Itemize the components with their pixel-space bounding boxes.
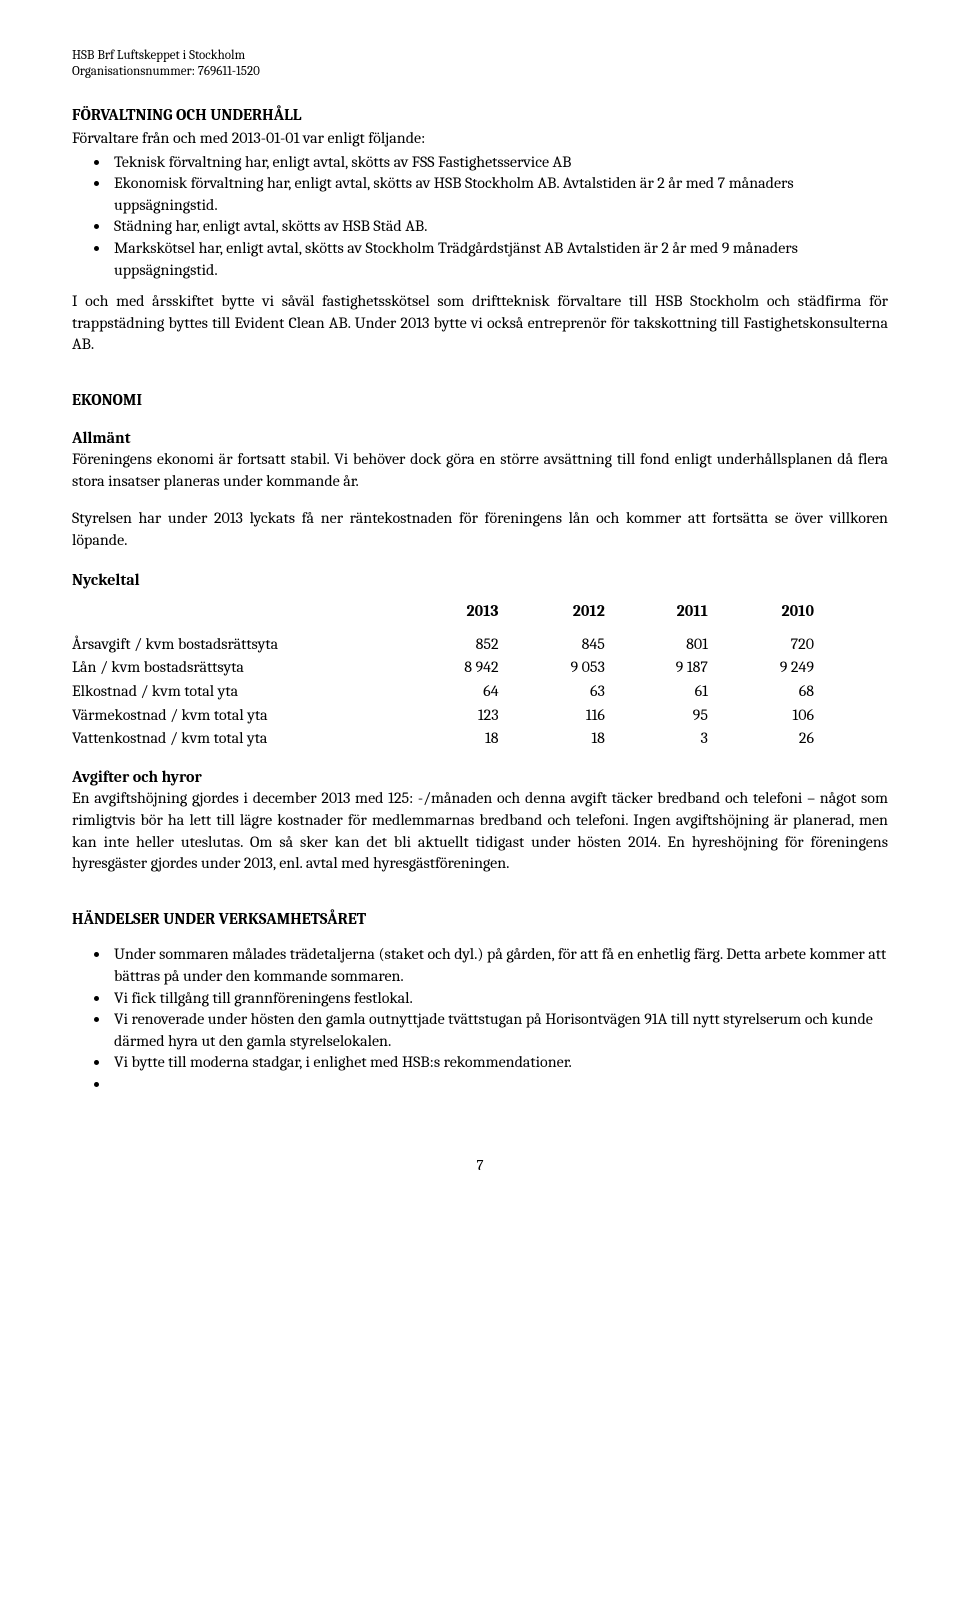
table-row: Årsavgift / kvm bostadsrättsyta 852 845 … (72, 633, 832, 657)
subheading-allmant: Allmänt (72, 428, 888, 450)
nyckeltal-table: 2013 2012 2011 2010 Årsavgift / kvm bost… (72, 597, 832, 751)
list-item: Under sommaren målades trädetaljerna (st… (110, 944, 888, 987)
cell: 8 942 (410, 656, 516, 680)
table-row: Elkostnad / kvm total yta 64 63 61 68 (72, 680, 832, 704)
table-header-year: 2011 (623, 597, 726, 633)
table-header-year: 2013 (410, 597, 516, 633)
avgifter-paragraph: En avgiftshöjning gjordes i december 201… (72, 788, 888, 874)
cell: 9 187 (623, 656, 726, 680)
list-item: Vi bytte till moderna stadgar, i enlighe… (110, 1052, 888, 1074)
table-row: Vattenkostnad / kvm total yta 18 18 3 26 (72, 727, 832, 751)
cell: 116 (517, 704, 623, 728)
cell: 18 (517, 727, 623, 751)
subheading-avgifter: Avgifter och hyror (72, 767, 888, 789)
forvaltning-paragraph: I och med årsskiftet bytte vi såväl fast… (72, 291, 888, 356)
list-item: Markskötsel har, enligt avtal, skötts av… (110, 238, 888, 281)
table-row: Lån / kvm bostadsrättsyta 8 942 9 053 9 … (72, 656, 832, 680)
cell: 3 (623, 727, 726, 751)
cell: 801 (623, 633, 726, 657)
cell: 123 (410, 704, 516, 728)
forvaltning-intro: Förvaltare från och med 2013-01-01 var e… (72, 128, 888, 150)
subheading-nyckeltal: Nyckeltal (72, 570, 888, 592)
list-item: Teknisk förvaltning har, enligt avtal, s… (110, 152, 888, 174)
cell: 9 249 (726, 656, 832, 680)
list-item: Vi renoverade under hösten den gamla out… (110, 1009, 888, 1052)
cell: 720 (726, 633, 832, 657)
list-item: Städning har, enligt avtal, skötts av HS… (110, 216, 888, 238)
cell: 64 (410, 680, 516, 704)
forvaltning-bullet-list: Teknisk förvaltning har, enligt avtal, s… (72, 152, 888, 282)
row-label: Vattenkostnad / kvm total yta (72, 727, 410, 751)
allmant-para-2: Styrelsen har under 2013 lyckats få ner … (72, 508, 888, 551)
section-heading-handelser: HÄNDELSER UNDER VERKSAMHETSÅRET (72, 909, 888, 931)
cell: 61 (623, 680, 726, 704)
section-heading-ekonomi: EKONOMI (72, 390, 888, 412)
cell: 852 (410, 633, 516, 657)
cell: 63 (517, 680, 623, 704)
table-row: Värmekostnad / kvm total yta 123 116 95 … (72, 704, 832, 728)
table-header-year: 2010 (726, 597, 832, 633)
cell: 95 (623, 704, 726, 728)
allmant-para-1: Föreningens ekonomi är fortsatt stabil. … (72, 449, 888, 492)
org-name: HSB Brf Luftskeppet i Stockholm (72, 48, 888, 64)
org-number: Organisationsnummer: 769611-1520 (72, 64, 888, 80)
cell: 106 (726, 704, 832, 728)
row-label: Årsavgift / kvm bostadsrättsyta (72, 633, 410, 657)
row-label: Elkostnad / kvm total yta (72, 680, 410, 704)
document-header: HSB Brf Luftskeppet i Stockholm Organisa… (72, 48, 888, 81)
table-header-row: 2013 2012 2011 2010 (72, 597, 832, 633)
cell: 18 (410, 727, 516, 751)
cell: 68 (726, 680, 832, 704)
list-item (110, 1074, 888, 1096)
section-heading-forvaltning: FÖRVALTNING OCH UNDERHÅLL (72, 105, 888, 127)
table-header-blank (72, 597, 410, 633)
list-item: Vi fick tillgång till grannföreningens f… (110, 988, 888, 1010)
cell: 9 053 (517, 656, 623, 680)
handelser-bullet-list: Under sommaren målades trädetaljerna (st… (72, 944, 888, 1095)
page-number: 7 (72, 1155, 888, 1175)
row-label: Lån / kvm bostadsrättsyta (72, 656, 410, 680)
cell: 26 (726, 727, 832, 751)
table-header-year: 2012 (517, 597, 623, 633)
row-label: Värmekostnad / kvm total yta (72, 704, 410, 728)
cell: 845 (517, 633, 623, 657)
list-item: Ekonomisk förvaltning har, enligt avtal,… (110, 173, 888, 216)
